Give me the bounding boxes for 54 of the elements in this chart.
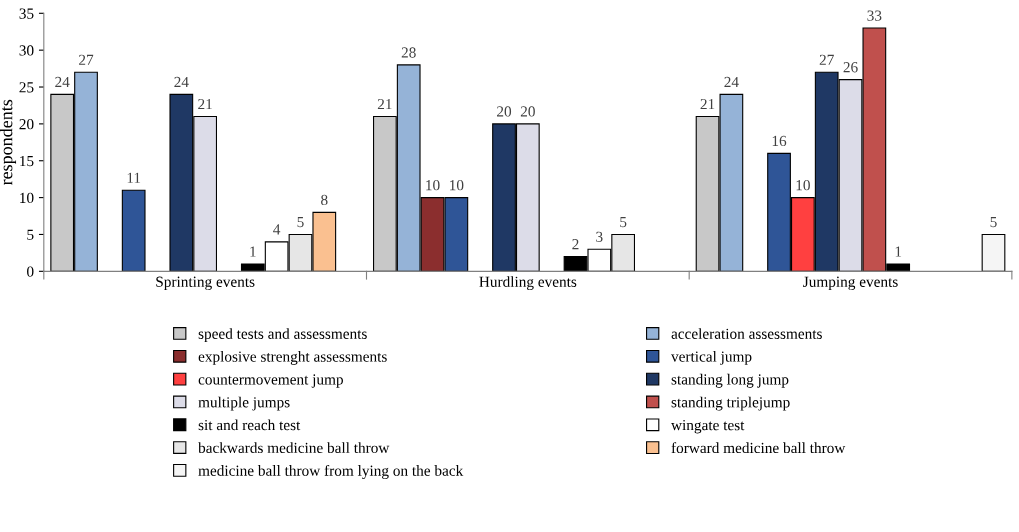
x-tick-label: Sprinting events bbox=[156, 276, 255, 291]
data-label: 24 bbox=[55, 76, 70, 87]
data-label: 8 bbox=[321, 194, 328, 206]
legend-label: medicine ball throw from lying on the back bbox=[198, 464, 464, 479]
data-label: 10 bbox=[450, 180, 464, 191]
legend-label: backwards medicine ball throw bbox=[198, 442, 390, 454]
data-label: 27 bbox=[819, 54, 834, 65]
data-label: 24 bbox=[174, 76, 189, 87]
legend-label: vertical jump bbox=[671, 350, 752, 365]
data-label: 24 bbox=[724, 76, 739, 87]
data-label: 10 bbox=[796, 180, 810, 191]
data-label: 20 bbox=[497, 106, 512, 117]
data-label: 4 bbox=[273, 224, 281, 235]
y-tick-label: 15 bbox=[20, 155, 34, 167]
data-label: 21 bbox=[377, 98, 392, 110]
data-label: 1 bbox=[895, 246, 902, 257]
data-label: 20 bbox=[520, 106, 535, 117]
x-tick-label: Jumping events bbox=[803, 276, 898, 291]
data-label: 27 bbox=[79, 54, 94, 65]
data-label: 16 bbox=[772, 135, 787, 147]
data-label: 21 bbox=[198, 98, 212, 110]
legend-label: sit and reach test bbox=[198, 419, 301, 431]
bar bbox=[981, 233, 1006, 272]
data-label: 10 bbox=[426, 180, 440, 191]
legend-label: forward medicine ball throw bbox=[671, 442, 846, 454]
y-axis-title: respondents bbox=[0, 99, 17, 186]
data-label: 33 bbox=[867, 10, 882, 21]
bar bbox=[121, 189, 146, 272]
data-label: 3 bbox=[596, 231, 603, 242]
y-tick-label: 10 bbox=[20, 192, 34, 204]
data-label: 5 bbox=[620, 217, 627, 228]
y-tick-label: 0 bbox=[27, 266, 34, 277]
data-label: 2 bbox=[572, 239, 579, 250]
data-label: 26 bbox=[843, 62, 858, 73]
y-tick-label: 20 bbox=[19, 119, 34, 130]
data-label: 11 bbox=[127, 172, 141, 183]
y-tick-label: 5 bbox=[27, 229, 34, 240]
legend-label: acceleration assessments bbox=[671, 328, 822, 339]
data-label: 21 bbox=[700, 98, 715, 110]
y-tick-label: 30 bbox=[19, 45, 34, 56]
x-tick-label: Hurdling events bbox=[479, 276, 577, 291]
data-label: 5 bbox=[990, 217, 997, 228]
y-tick-label: 35 bbox=[19, 8, 34, 19]
data-label: 1 bbox=[250, 246, 256, 257]
legend-label: countermovement jump bbox=[198, 374, 343, 388]
legend-label: standing long jump bbox=[671, 373, 789, 388]
legend-label: explosive strenght assessments bbox=[198, 350, 387, 365]
legend-label: speed tests and assessments bbox=[198, 328, 367, 343]
y-tick-label: 25 bbox=[19, 82, 34, 93]
legend-label: standing triplejump bbox=[671, 396, 790, 411]
legend-label: multiple jumps bbox=[198, 396, 290, 411]
data-label: 28 bbox=[401, 47, 416, 58]
legend-label: wingate test bbox=[671, 419, 745, 434]
data-label: 5 bbox=[297, 217, 304, 228]
